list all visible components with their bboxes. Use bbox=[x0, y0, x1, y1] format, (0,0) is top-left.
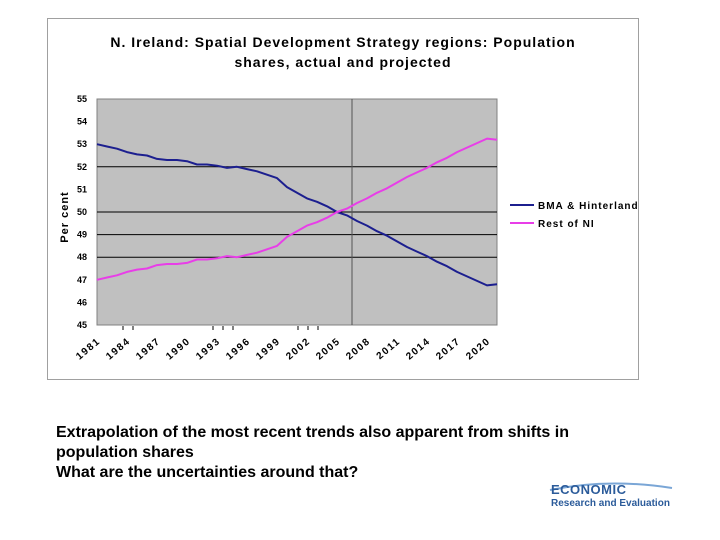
x-tick-label: 1990 bbox=[164, 336, 193, 363]
y-tick-label: 50 bbox=[77, 207, 87, 217]
x-tick-label: 2002 bbox=[284, 336, 313, 363]
series-line-bma-hinterland bbox=[96, 143, 498, 287]
slide-caption: Extrapolation of the most recent trends … bbox=[56, 423, 656, 483]
economic-research-logo: ECONOMIC Research and Evaluation bbox=[548, 482, 678, 514]
y-axis-label: Per cent bbox=[59, 191, 71, 242]
y-tick-label: 47 bbox=[77, 275, 87, 285]
y-tick-label: 49 bbox=[77, 230, 87, 240]
legend-label: Rest of NI bbox=[538, 219, 595, 230]
x-tick-label: 2017 bbox=[434, 336, 463, 363]
x-tick-label: 2011 bbox=[375, 336, 403, 362]
x-tick-label: 1996 bbox=[224, 336, 253, 363]
y-tick-label: 45 bbox=[77, 320, 87, 330]
x-tick-label: 2005 bbox=[314, 336, 343, 363]
series-line-rest-of-ni bbox=[96, 137, 498, 281]
chart-title-line-1: N. Ireland: Spatial Development Strategy… bbox=[110, 34, 576, 50]
logo-swoosh-icon bbox=[549, 482, 673, 491]
y-tick-label: 53 bbox=[77, 139, 87, 149]
x-tick-label: 1993 bbox=[194, 336, 223, 363]
y-tick-label: 54 bbox=[77, 117, 87, 127]
caption-line-3: What are the uncertainties around that? bbox=[56, 464, 359, 481]
x-tick-label: 1981 bbox=[74, 336, 103, 363]
logo-title: ECONOMIC bbox=[551, 482, 627, 497]
chart-title: N. Ireland: Spatial Development Strategy… bbox=[47, 32, 639, 72]
logo-subtitle: Research and Evaluation bbox=[551, 498, 670, 509]
y-tick-label: 55 bbox=[77, 94, 87, 104]
x-tick-label: 2020 bbox=[464, 336, 493, 363]
caption-line-2: population shares bbox=[56, 444, 194, 461]
x-tick-label: 2014 bbox=[404, 336, 433, 363]
y-tick-label: 51 bbox=[77, 184, 87, 194]
y-tick-label: 46 bbox=[77, 297, 87, 307]
x-tick-label: 1987 bbox=[134, 336, 163, 363]
legend-label: BMA & Hinterland bbox=[538, 201, 639, 212]
chart-title-line-2: shares, actual and projected bbox=[234, 54, 452, 70]
caption-line-1: Extrapolation of the most recent trends … bbox=[56, 424, 569, 441]
y-tick-label: 48 bbox=[77, 252, 87, 262]
x-tick-label: 2008 bbox=[344, 336, 373, 363]
y-tick-label: 52 bbox=[77, 162, 87, 172]
x-tick-label: 1999 bbox=[254, 336, 283, 363]
x-tick-label: 1984 bbox=[104, 336, 133, 363]
